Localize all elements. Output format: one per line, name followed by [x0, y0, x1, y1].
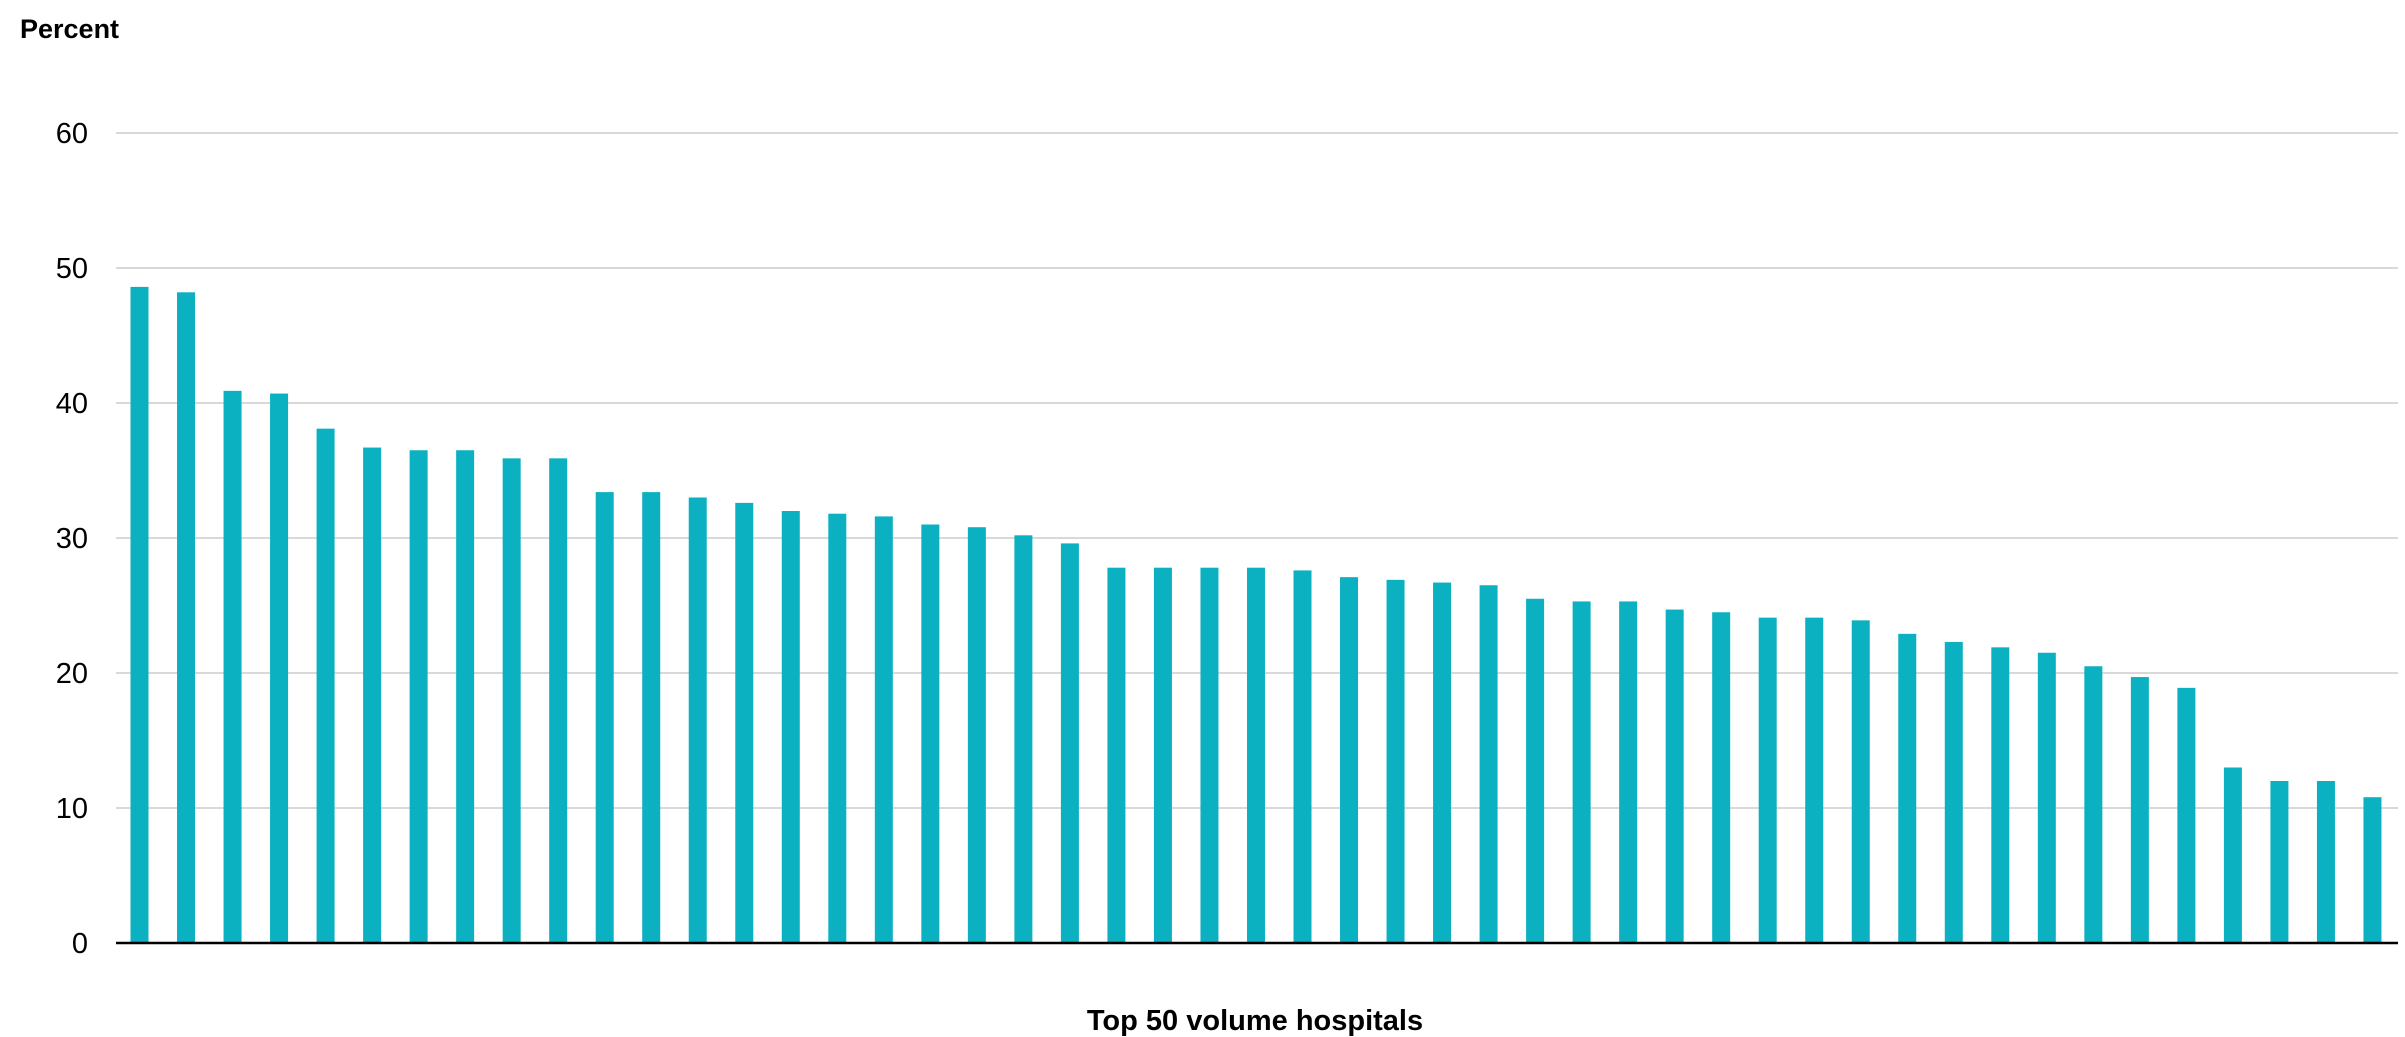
- bar: [2316, 781, 2335, 943]
- bar: [177, 292, 196, 943]
- bar: [1758, 617, 1777, 943]
- bar: [781, 511, 800, 943]
- bar: [1340, 577, 1359, 943]
- bar: [1293, 570, 1312, 943]
- bar: [1246, 567, 1265, 943]
- bar: [1200, 567, 1219, 943]
- x-axis-label: Top 50 volume hospitals: [1087, 1005, 1423, 1037]
- bar: [1107, 567, 1126, 943]
- bar: [2084, 666, 2103, 943]
- y-axis-label: Percent: [20, 14, 119, 44]
- bar: [642, 492, 661, 943]
- y-tick-label: 20: [56, 658, 88, 690]
- bar: [1851, 620, 1870, 943]
- bar: [130, 286, 149, 943]
- bar: [2363, 797, 2382, 943]
- bar: [1153, 567, 1172, 943]
- bar: [2270, 781, 2289, 943]
- bar: [1805, 617, 1824, 943]
- bar: [2037, 652, 2056, 943]
- y-tick-label: 50: [56, 253, 88, 285]
- bar: [549, 458, 568, 943]
- bar: [456, 450, 475, 943]
- bar: [595, 492, 614, 943]
- bar: [502, 458, 521, 943]
- bar: [1712, 612, 1731, 943]
- bar: [735, 502, 754, 943]
- bar: [1991, 647, 2010, 943]
- bar: [1665, 609, 1684, 943]
- bar: [1898, 633, 1917, 943]
- bar: [316, 428, 335, 943]
- bar: [688, 497, 707, 943]
- bar: [2130, 677, 2149, 943]
- bar: [921, 524, 940, 943]
- bar: [270, 393, 289, 943]
- bar: [828, 513, 847, 943]
- bar: [363, 447, 382, 943]
- bar: [409, 450, 428, 943]
- bar: [1526, 598, 1545, 943]
- y-tick-label: 40: [56, 388, 88, 420]
- bar: [1433, 582, 1452, 943]
- y-tick-label: 30: [56, 523, 88, 555]
- bars: [130, 286, 2382, 944]
- bar: [2177, 687, 2196, 943]
- y-tick-labels: 0 10 20 30 40 50 60: [56, 118, 88, 960]
- bar: [1386, 579, 1405, 943]
- gridlines: [116, 132, 2398, 809]
- bar: [1014, 535, 1033, 943]
- bar: [1619, 601, 1638, 943]
- bar: [2223, 767, 2242, 943]
- bar: [1060, 543, 1079, 943]
- bar: [1944, 641, 1963, 943]
- bar: [1572, 601, 1591, 943]
- bar: [1479, 585, 1498, 943]
- y-tick-label: 0: [72, 928, 88, 960]
- bar: [223, 390, 242, 944]
- y-tick-label: 60: [56, 118, 88, 150]
- bar: [967, 527, 986, 943]
- y-tick-label: 10: [56, 793, 88, 825]
- bar: [874, 516, 893, 943]
